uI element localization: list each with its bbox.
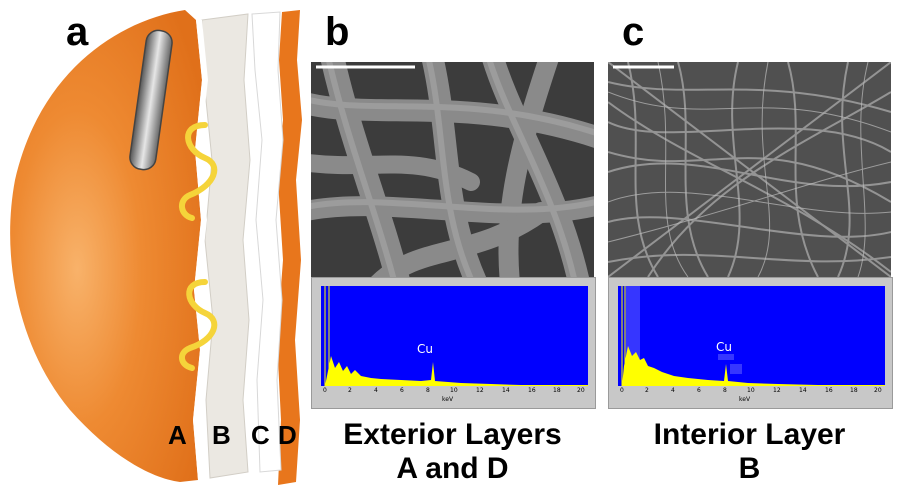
mask-body bbox=[10, 10, 203, 482]
panel-b-letter: b bbox=[325, 10, 350, 54]
eds-spectrum-b bbox=[324, 286, 588, 386]
layer-label-b: B bbox=[212, 420, 231, 450]
caption-b-line2: A and D bbox=[396, 452, 509, 485]
caption-c-line1: Interior Layer bbox=[653, 418, 846, 451]
layer-a-edge bbox=[193, 20, 208, 480]
sem-image-exterior bbox=[311, 62, 594, 277]
layer-label-c: C bbox=[251, 420, 270, 450]
eds-ticks-b: 0 2 4 6 8 10 12 14 16 18 20 bbox=[323, 387, 585, 394]
panel-a-letter: a bbox=[66, 10, 89, 54]
eds-frame-interior: Cu 0 2 4 6 8 10 12 14 16 18 20 keV bbox=[608, 277, 893, 409]
caption-c: Interior Layer B bbox=[597, 418, 897, 486]
strap-lower bbox=[179, 279, 218, 371]
sem-fibers-thin bbox=[608, 62, 891, 277]
eds-spectrum-c bbox=[621, 286, 885, 386]
eds-peak-label-b: Cu bbox=[417, 342, 433, 356]
spectrum-fill-c bbox=[622, 346, 885, 386]
nose-clip bbox=[129, 29, 173, 171]
layer-label-a: A bbox=[168, 420, 187, 450]
eds-unit-c: keV bbox=[739, 396, 751, 403]
eds-plot-exterior: Cu bbox=[321, 286, 588, 386]
caption-b-line1: Exterior Layers bbox=[343, 418, 562, 451]
eds-peak-label-c: Cu bbox=[716, 340, 732, 354]
eds-plot-interior: Cu bbox=[618, 286, 885, 386]
caption-c-line2: B bbox=[738, 452, 761, 485]
layer-b-shape bbox=[201, 13, 251, 479]
mask-schematic bbox=[10, 10, 302, 485]
layer-label-d: D bbox=[278, 420, 297, 450]
sem-image-interior bbox=[608, 62, 891, 277]
caption-b: Exterior Layers A and D bbox=[300, 418, 605, 486]
eds-unit-b: keV bbox=[442, 396, 454, 403]
sem-fibers-thick bbox=[311, 62, 594, 277]
panel-c-letter: c bbox=[622, 10, 645, 54]
eds-frame-exterior: Cu 0 2 4 6 8 10 12 14 16 18 20 keV bbox=[311, 277, 596, 409]
strap-upper bbox=[179, 122, 218, 221]
layer-d-shape bbox=[277, 10, 302, 485]
panel-a bbox=[0, 0, 310, 502]
spectrum-fill-b bbox=[325, 356, 588, 386]
layer-c-shape bbox=[251, 11, 284, 473]
eds-ticks-c: 0 2 4 6 8 10 12 14 16 18 20 bbox=[620, 387, 882, 394]
